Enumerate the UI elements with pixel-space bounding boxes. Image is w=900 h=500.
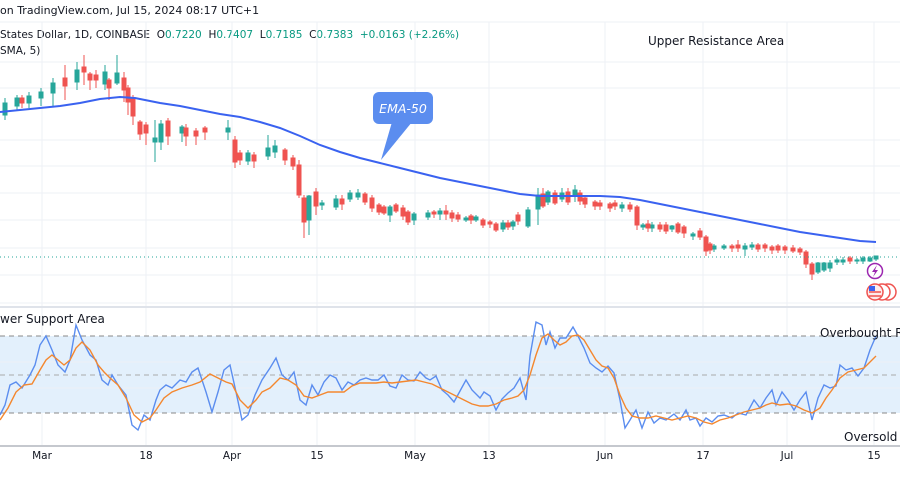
x-tick: 17 <box>696 450 710 462</box>
x-tick: 15 <box>310 450 324 462</box>
x-tick: Apr <box>222 450 242 462</box>
stoch-grid <box>0 361 900 389</box>
indicator-legend: SMA, 5) <box>0 45 41 57</box>
low-value: 0.7185 <box>265 29 303 41</box>
x-tick: Jun <box>596 450 614 462</box>
lower-support-label: wer Support Area <box>0 312 105 326</box>
open-value: 0.7220 <box>165 29 202 41</box>
change-value: +0.0163 (+2.26%) <box>359 29 460 41</box>
ema-50-line <box>0 95 877 243</box>
close-value: 0.7383 <box>316 29 354 41</box>
high-value: 0.7407 <box>216 29 254 41</box>
ema-callout-pointer <box>381 122 412 160</box>
source-header: on TradingView.com, Jul 15, 2024 08:17 U… <box>0 4 260 17</box>
x-tick: 18 <box>139 450 153 462</box>
x-tick: Mar <box>32 450 52 462</box>
overbought-label: Overbought Re <box>820 326 900 340</box>
x-tick: 13 <box>482 450 496 462</box>
symbol-legend: States Dollar, 1D, COINBASE O0.7220 H0.7… <box>0 29 460 41</box>
candlesticks <box>2 55 879 280</box>
us-flag-icon <box>866 283 897 301</box>
ema-50-callout: EMA-50 <box>373 92 433 124</box>
lightning-icon <box>866 262 884 280</box>
x-tick: May <box>404 450 426 462</box>
x-tick: Jul <box>780 450 794 462</box>
oversold-label: Oversold R <box>844 430 900 444</box>
stoch-k-line <box>0 320 877 432</box>
stoch-d-line <box>0 333 877 425</box>
upper-resistance-label: Upper Resistance Area <box>648 34 785 48</box>
symbol-name: States Dollar, 1D, COINBASE <box>0 29 151 41</box>
x-tick: 15 <box>867 450 881 462</box>
